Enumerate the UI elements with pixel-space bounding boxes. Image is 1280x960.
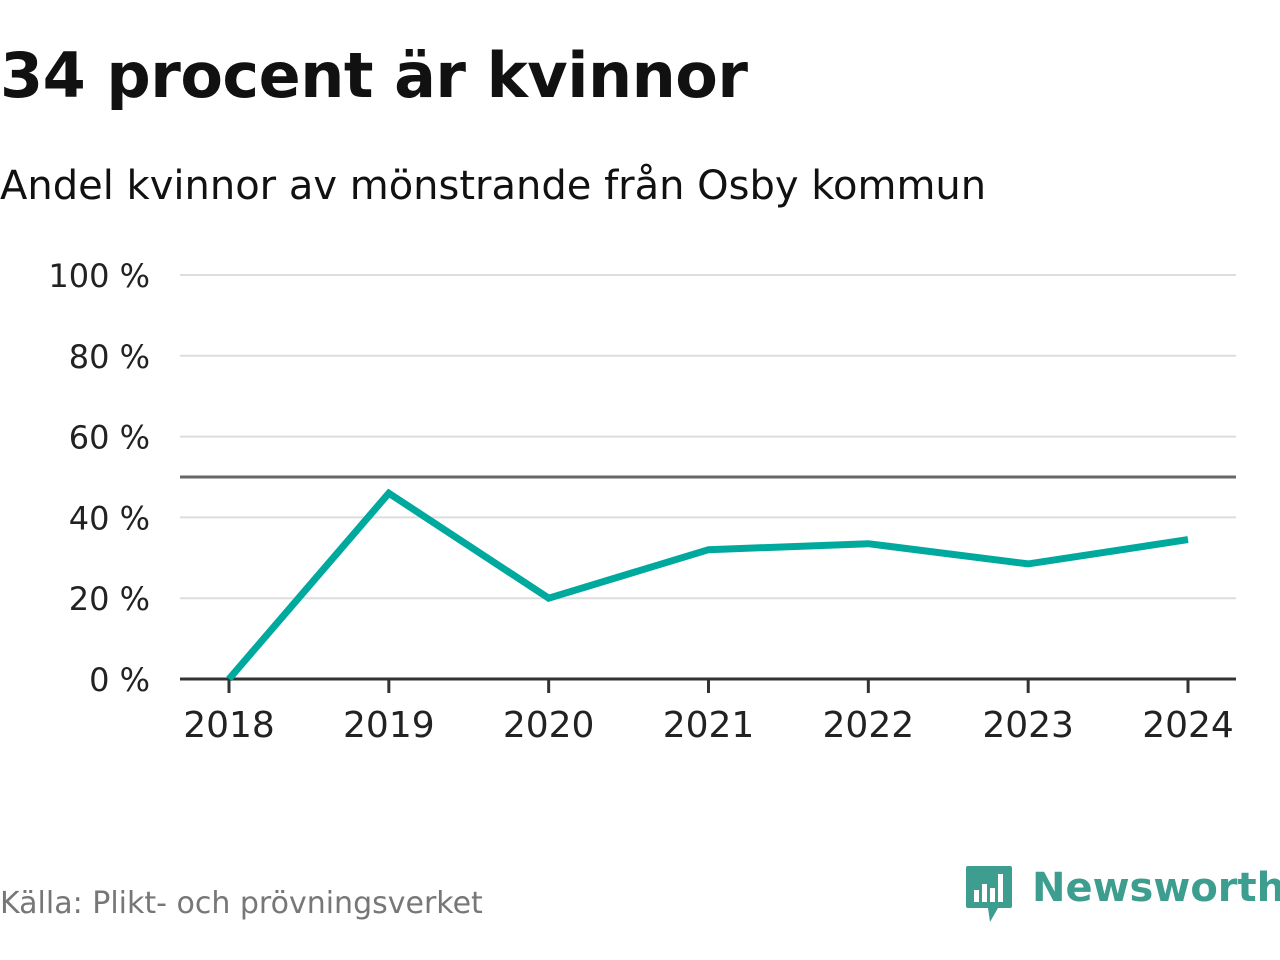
- y-tick-label: 60 %: [69, 419, 150, 457]
- chart-title: 34 procent är kvinnor: [0, 39, 748, 112]
- x-tick-label: 2024: [1142, 705, 1234, 746]
- x-tick-label: 2020: [503, 705, 595, 746]
- series-line-0: [226, 488, 1189, 682]
- y-tick-label: 80 %: [69, 338, 150, 376]
- x-tick-label: 2021: [663, 705, 755, 746]
- brand-logo: Newsworthy: [964, 864, 1280, 924]
- brand-name: Newsworthy: [1032, 865, 1280, 911]
- y-tick-label: 40 %: [69, 499, 150, 537]
- x-tick-label: 2022: [823, 705, 915, 746]
- newsworthy-logo-icon: [966, 866, 1012, 922]
- x-tick-label: 2018: [183, 705, 275, 746]
- y-tick-label: 20 %: [69, 580, 150, 618]
- y-tick-label: 0 %: [89, 661, 150, 699]
- x-tick-label: 2023: [982, 705, 1074, 746]
- chart-subtitle: Andel kvinnor av mönstrande från Osby ko…: [0, 163, 987, 209]
- x-tick-label: 2019: [343, 705, 435, 746]
- y-tick-label: 100 %: [48, 257, 150, 295]
- source-note: Källa: Plikt- och prövningsverket: [0, 886, 483, 921]
